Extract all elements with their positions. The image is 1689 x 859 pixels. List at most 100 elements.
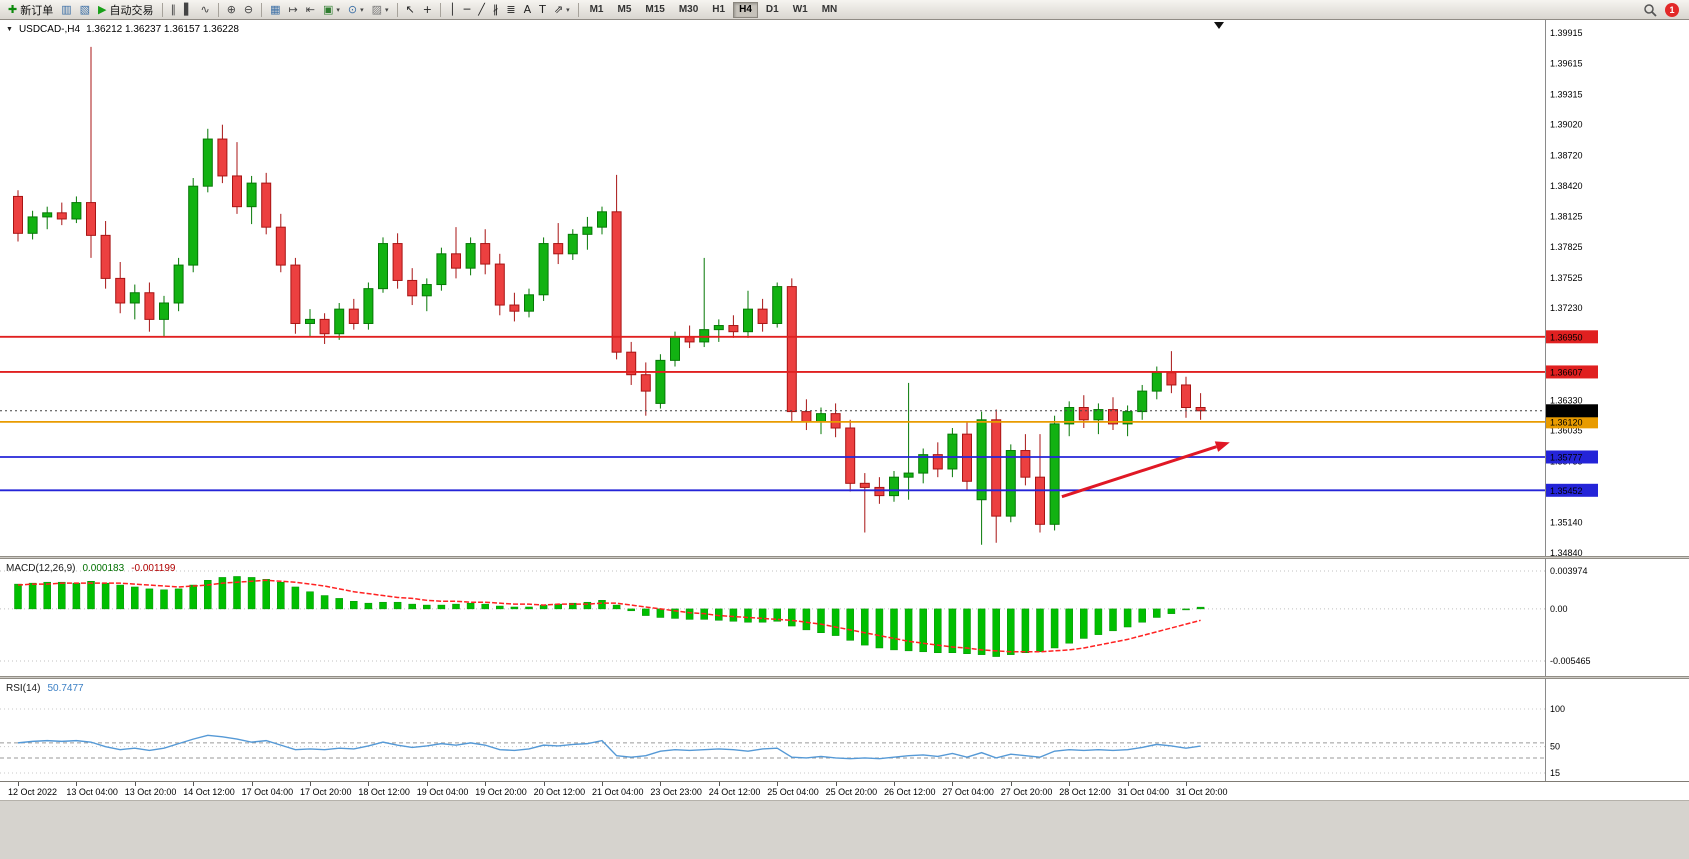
macd-bar: [437, 604, 446, 610]
periods-dropdown-icon[interactable]: ▾: [360, 6, 364, 14]
candle-body: [334, 308, 345, 335]
macd-bar: [948, 608, 957, 654]
auto-trading-button[interactable]: ▶ 自动交易: [94, 1, 157, 18]
macd-bar: [145, 588, 154, 610]
new-order-button[interactable]: ✚ 新订单: [4, 1, 57, 18]
trend-arrow-head: [1214, 441, 1230, 452]
equidistant-channel-button[interactable]: ∦: [489, 1, 503, 18]
candle-body: [932, 454, 943, 470]
time-axis-label: 17 Oct 20:00: [300, 787, 352, 797]
notification-badge[interactable]: 1: [1665, 2, 1679, 17]
timeframe-h1-button[interactable]: H1: [712, 4, 726, 15]
chart-symbol-period: USDCAD-,H4: [18, 24, 81, 35]
time-axis-tick: [952, 782, 954, 786]
tile-windows-button[interactable]: ▦: [266, 1, 284, 18]
time-axis[interactable]: 12 Oct 2022 13 Oct 04:00 13 Oct 20:00 14 Oc…: [0, 781, 1689, 800]
arrows-dropdown-icon[interactable]: ▾: [566, 6, 570, 14]
templates-dropdown-icon[interactable]: ▾: [385, 6, 389, 14]
candle-body: [582, 226, 593, 235]
chart-shift-marker[interactable]: [1214, 22, 1224, 29]
timeframe-m15-button[interactable]: M15: [645, 4, 665, 15]
macd-bar: [452, 603, 460, 610]
candle-body: [655, 359, 666, 404]
timeframe-m1-button[interactable]: M1: [589, 4, 604, 15]
time-axis-label: 28 Oct 12:00: [1059, 787, 1111, 797]
zoom-out-button[interactable]: ⊖: [240, 1, 257, 18]
candle-body: [451, 253, 461, 269]
fibonacci-icon: ≣: [506, 3, 516, 16]
text-button[interactable]: A: [520, 1, 536, 18]
time-axis-label: 21 Oct 04:00: [592, 787, 644, 797]
panel-divider-rsi[interactable]: [0, 676, 1689, 679]
periods-button[interactable]: ⊙ ▾: [344, 1, 368, 18]
time-axis-tick: [76, 782, 78, 786]
candle-body: [56, 212, 67, 220]
timeframe-d1-button[interactable]: D1: [765, 4, 779, 15]
macd-bar: [291, 586, 300, 610]
trendline-button[interactable]: ╱: [474, 1, 489, 18]
macd-bar: [204, 580, 212, 610]
new-chart-dropdown-icon[interactable]: ▾: [336, 6, 340, 14]
crosshair-button[interactable]: +: [419, 1, 436, 18]
macd-bar: [218, 577, 227, 610]
macd-axis-label: 0.00: [1550, 604, 1568, 614]
profiles-button[interactable]: ▧: [76, 1, 94, 18]
horizontal-line-button[interactable]: ─: [460, 1, 475, 18]
current-price-label: 1.36228: [1550, 406, 1583, 416]
macd-bar: [14, 583, 22, 610]
timeframe-m30-button[interactable]: M30: [678, 4, 699, 15]
time-axis-tick: [18, 782, 19, 786]
price-badge-label: 1.36607: [1550, 367, 1583, 377]
macd-bar: [934, 608, 942, 654]
macd-bar: [1021, 608, 1030, 654]
time-axis-tick: [193, 782, 195, 786]
bars-chart-button[interactable]: ∥: [167, 1, 181, 18]
candle-body: [845, 427, 856, 484]
vertical-line-icon: │: [448, 3, 456, 16]
candle-body: [144, 292, 155, 320]
time-axis-label: 12 Oct 2022: [8, 787, 58, 797]
timeframe-w1-button[interactable]: W1: [792, 4, 808, 15]
macd-bar: [496, 605, 504, 610]
timeframe-h4-button[interactable]: H4: [733, 1, 758, 18]
timeframe-m5-button[interactable]: M5: [617, 4, 632, 15]
candle-body: [86, 202, 96, 236]
macd-bar: [423, 604, 431, 610]
chart-shift-button[interactable]: ⇤: [302, 1, 319, 18]
panel-divider-macd[interactable]: [0, 556, 1689, 559]
trend-arrow-line[interactable]: [1061, 445, 1217, 499]
fibonacci-button[interactable]: ≣: [502, 1, 519, 18]
chart-window-button[interactable]: ▥: [57, 1, 75, 18]
zoom-in-icon: ⊕: [226, 3, 236, 16]
text-label-button[interactable]: T: [535, 1, 550, 18]
cursor-button[interactable]: ↖: [402, 1, 419, 18]
new-order-icon: ✚: [8, 3, 18, 16]
price-axis-label: 1.39020: [1550, 120, 1583, 130]
line-chart-button[interactable]: ∿: [196, 1, 213, 18]
candle-body: [100, 234, 111, 279]
templates-button[interactable]: ▨ ▾: [368, 1, 393, 18]
macd-bar: [233, 576, 241, 610]
arrows-button[interactable]: ⇗ ▾: [550, 1, 574, 18]
candle-body: [188, 185, 199, 266]
macd-bar: [773, 608, 781, 622]
vertical-line-button[interactable]: │: [445, 1, 460, 18]
timeframe-mn-button[interactable]: MN: [821, 4, 838, 15]
zoom-in-button[interactable]: ⊕: [223, 1, 240, 18]
chart-collapse-icon[interactable]: ▼: [6, 26, 13, 33]
candle-body: [786, 286, 797, 413]
macd-bar: [817, 608, 825, 633]
search-icon[interactable]: [1643, 3, 1657, 17]
auto-scroll-button[interactable]: ↦: [285, 1, 302, 18]
candle-body: [611, 211, 622, 353]
macd-bar: [642, 608, 650, 616]
candles-chart-button[interactable]: ▌: [180, 1, 196, 18]
macd-bar: [685, 608, 694, 620]
price-axis-label: 1.39615: [1550, 59, 1583, 69]
candle-body: [27, 216, 38, 234]
horizontal-line-icon: ─: [463, 3, 471, 16]
time-axis-label: 25 Oct 20:00: [825, 787, 878, 797]
arrows-icon: ⇗: [553, 3, 564, 16]
time-axis-tick: [1127, 782, 1129, 786]
new-chart-button[interactable]: ▣ ▾: [319, 1, 344, 18]
